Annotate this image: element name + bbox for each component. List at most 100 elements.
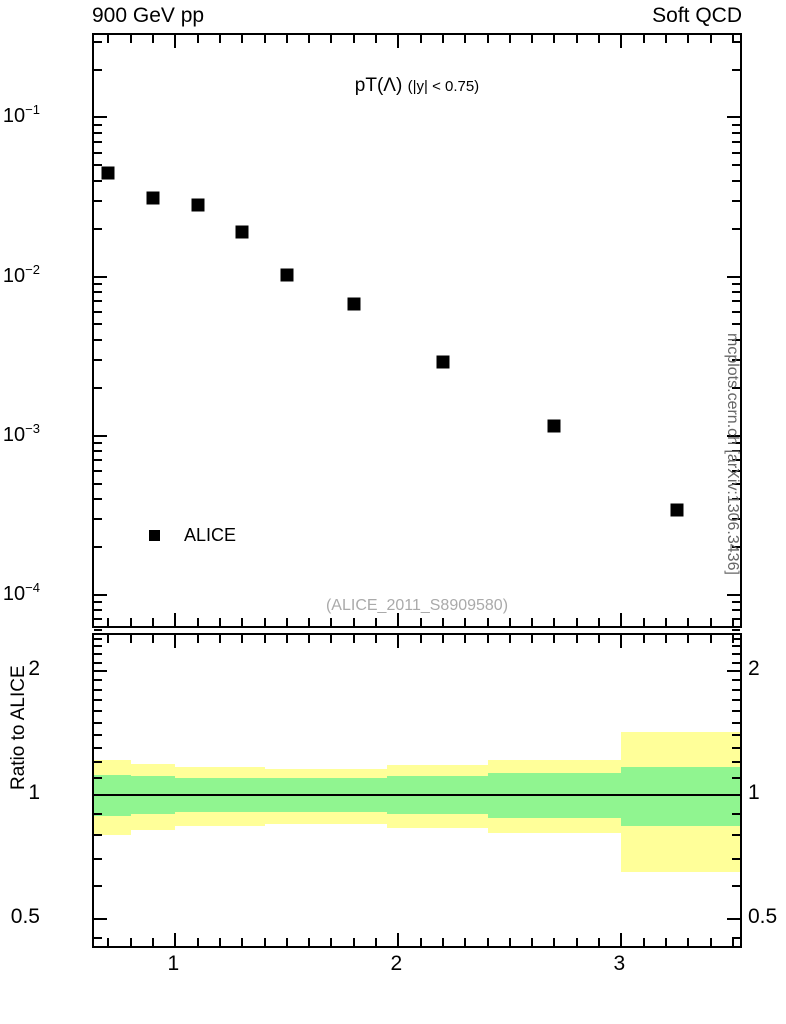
data-point-marker — [191, 198, 205, 212]
x-tick-minor-bottom — [642, 618, 645, 626]
x-tick-minor-bottom — [330, 618, 333, 626]
y-tick-minor-right — [732, 482, 740, 485]
y-tick-minor-right — [732, 469, 740, 472]
x-tick-minor-bottom — [285, 618, 288, 626]
x-tick-minor-top — [709, 35, 712, 43]
ratio-x-tick-minor-bottom — [152, 938, 155, 946]
ratio-x-tick-minor-bottom — [263, 938, 266, 946]
y-tick-minor — [94, 282, 102, 285]
y-tick-major — [94, 434, 107, 437]
main-y-tick-label: 10−1 — [2, 102, 40, 128]
x-tick-minor-top — [642, 35, 645, 43]
ratio-y-tick-minor-right — [732, 699, 740, 702]
y-tick-minor-right — [732, 386, 740, 389]
y-tick-major — [94, 593, 107, 596]
y-tick-minor-right — [732, 123, 740, 126]
ratio-y-tick-minor — [94, 812, 102, 815]
x-tick-minor-top — [263, 35, 266, 43]
x-tick-minor-bottom — [129, 618, 132, 626]
ratio-y-tick-minor — [94, 761, 102, 764]
y-tick-major-right — [727, 593, 740, 596]
ratio-y-tick-label-left: 2 — [28, 657, 40, 681]
main-y-tick-label: 10−4 — [2, 579, 40, 605]
ratio-reference-line — [94, 794, 740, 797]
ratio-x-tick-minor-bottom — [375, 938, 378, 946]
ratio-y-tick-label-right: 1 — [748, 781, 760, 805]
inner-uncertainty-band — [621, 767, 740, 827]
y-tick-minor — [94, 450, 102, 453]
y-tick-minor-right — [732, 151, 740, 154]
ratio-x-tick-minor-top — [196, 635, 199, 643]
y-tick-minor — [94, 497, 102, 500]
y-tick-minor — [94, 310, 102, 313]
x-tick-minor-bottom — [263, 618, 266, 626]
ratio-y-tick-minor-right — [732, 679, 740, 682]
ratio-x-tick-minor-top — [107, 635, 110, 643]
x-tick-minor-bottom — [664, 618, 667, 626]
y-tick-minor-right — [732, 199, 740, 202]
y-tick-minor-right — [732, 131, 740, 134]
ratio-y-tick-minor-right — [732, 689, 740, 692]
ratio-y-tick-minor-right — [732, 936, 740, 939]
y-tick-minor — [94, 338, 102, 341]
y-tick-minor — [94, 179, 102, 182]
x-tick-label: 2 — [390, 952, 403, 975]
ratio-y-tick-major — [94, 670, 107, 673]
ratio-x-tick-minor-top — [263, 635, 266, 643]
legend-label: ALICE — [184, 525, 237, 545]
ratio-y-tick-minor — [94, 689, 102, 692]
x-tick-minor-bottom — [464, 618, 467, 626]
main-y-tick-label: 10−3 — [2, 420, 40, 446]
y-tick-minor-right — [732, 459, 740, 462]
ratio-y-tick-minor — [94, 733, 102, 736]
ratio-y-tick-minor — [94, 699, 102, 702]
y-tick-minor-right — [732, 517, 740, 520]
data-point-marker — [347, 297, 361, 311]
x-tick-minor-top — [218, 35, 221, 43]
plot-title-cut: (|y| < 0.75) — [407, 78, 480, 95]
ratio-y-tick-label-left: 0.5 — [10, 904, 40, 928]
x-tick-minor-bottom — [486, 618, 489, 626]
ratio-y-tick-minor-right — [732, 885, 740, 888]
y-tick-major — [94, 275, 107, 278]
y-tick-minor — [94, 123, 102, 126]
data-point-marker — [101, 166, 115, 180]
x-tick-minor-bottom — [352, 618, 355, 626]
ratio-x-tick-minor-top — [218, 635, 221, 643]
y-tick-minor-right — [732, 338, 740, 341]
ratio-y-tick-major — [94, 917, 107, 920]
ratio-x-tick-minor-top — [375, 635, 378, 643]
x-tick-minor-top — [553, 35, 556, 43]
ratio-x-tick-minor-top — [575, 635, 578, 643]
x-tick-minor-top — [352, 35, 355, 43]
ratio-x-tick-minor-bottom — [129, 938, 132, 946]
ratio-y-tick-minor — [94, 747, 102, 750]
ratio-y-tick-minor-right — [732, 812, 740, 815]
y-tick-major — [94, 116, 107, 119]
y-tick-minor-right — [732, 629, 740, 631]
y-tick-minor-right — [732, 40, 740, 43]
ratio-y-tick-minor-right — [732, 645, 740, 648]
x-tick-minor-top — [464, 35, 467, 43]
x-tick-minor-bottom — [441, 618, 444, 626]
ratio-x-tick-minor-bottom — [731, 938, 734, 946]
ratio-axis-title: Ratio to ALICE — [8, 665, 29, 790]
source-credit-label: mcplots.cern.ch [arXiv:1306.3436] — [724, 333, 741, 575]
y-tick-minor — [94, 141, 102, 144]
y-tick-minor — [94, 600, 102, 603]
ratio-x-tick-minor-bottom — [241, 938, 244, 946]
y-tick-minor — [94, 68, 102, 71]
ratio-y-tick-minor — [94, 857, 102, 860]
ratio-x-tick-minor-top — [285, 635, 288, 643]
ratio-y-tick-minor — [94, 653, 102, 656]
y-tick-major-right — [727, 275, 740, 278]
main-plot-panel: pT(Λ) (|y| < 0.75) ALICE (ALICE_2011_S89… — [92, 33, 742, 631]
y-tick-minor — [94, 131, 102, 134]
x-tick-minor-top — [508, 35, 511, 43]
ratio-x-tick-minor-top — [642, 635, 645, 643]
x-tick-label: 3 — [613, 952, 626, 975]
ratio-x-tick-minor-top — [352, 635, 355, 643]
y-tick-minor — [94, 199, 102, 202]
ratio-y-tick-label-right: 0.5 — [748, 904, 778, 928]
